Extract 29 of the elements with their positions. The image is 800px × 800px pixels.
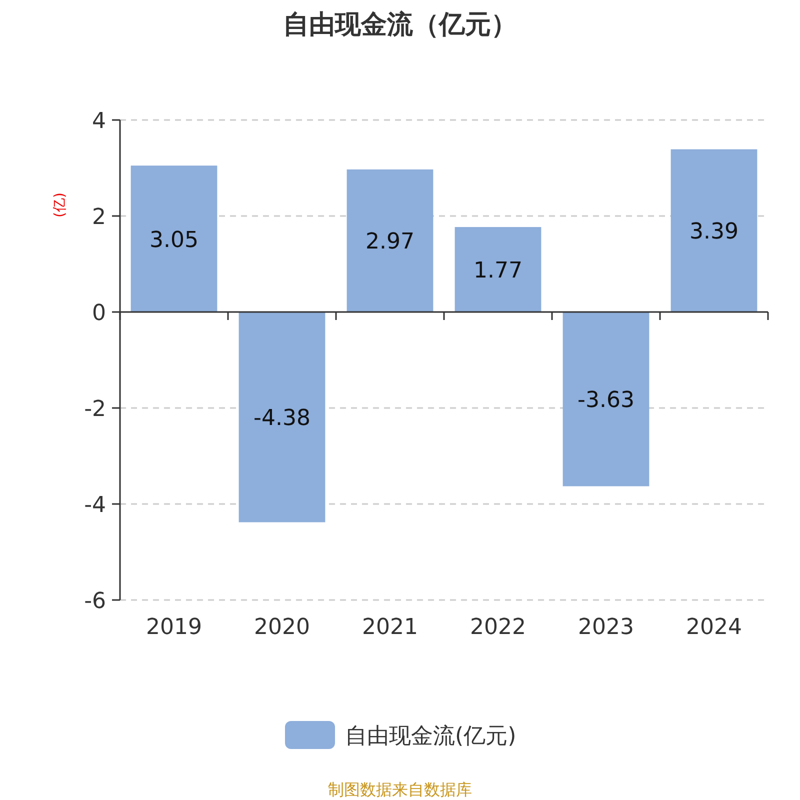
y-tick-label: -6 <box>84 589 106 614</box>
x-tick-label: 2019 <box>146 615 202 640</box>
chart-title: 自由现金流（亿元） <box>283 10 517 40</box>
y-tick-label: 2 <box>92 205 106 230</box>
text: 制图数据来自数据库 <box>328 780 472 799</box>
legend: 自由现金流(亿元) <box>285 721 516 749</box>
bar <box>346 169 434 312</box>
y-tick-label: 0 <box>92 301 106 326</box>
bar <box>130 166 218 312</box>
x-tick-label: 2020 <box>254 615 310 640</box>
legend-label: 自由现金流(亿元) <box>345 724 516 749</box>
data-label: 2.97 <box>366 230 414 255</box>
x-tick-label: 2023 <box>578 615 634 640</box>
bar <box>670 149 758 312</box>
data-label: 1.77 <box>474 258 522 284</box>
bar <box>238 312 326 522</box>
data-label: -4.38 <box>254 406 310 432</box>
x-tick-label: 2022 <box>470 615 526 640</box>
y-tick-label: 4 <box>92 109 106 134</box>
y-axis-title: (亿) <box>52 192 68 218</box>
data-label: 3.39 <box>690 220 738 245</box>
data-label: 3.05 <box>150 228 198 253</box>
bar <box>562 312 650 486</box>
bar <box>454 227 542 312</box>
data-label: -3.63 <box>578 388 634 414</box>
x-tick-label: 2024 <box>686 615 742 640</box>
y-tick-label: -2 <box>84 397 106 422</box>
y-tick-label: -4 <box>84 493 106 518</box>
x-tick-label: 2021 <box>362 615 418 640</box>
